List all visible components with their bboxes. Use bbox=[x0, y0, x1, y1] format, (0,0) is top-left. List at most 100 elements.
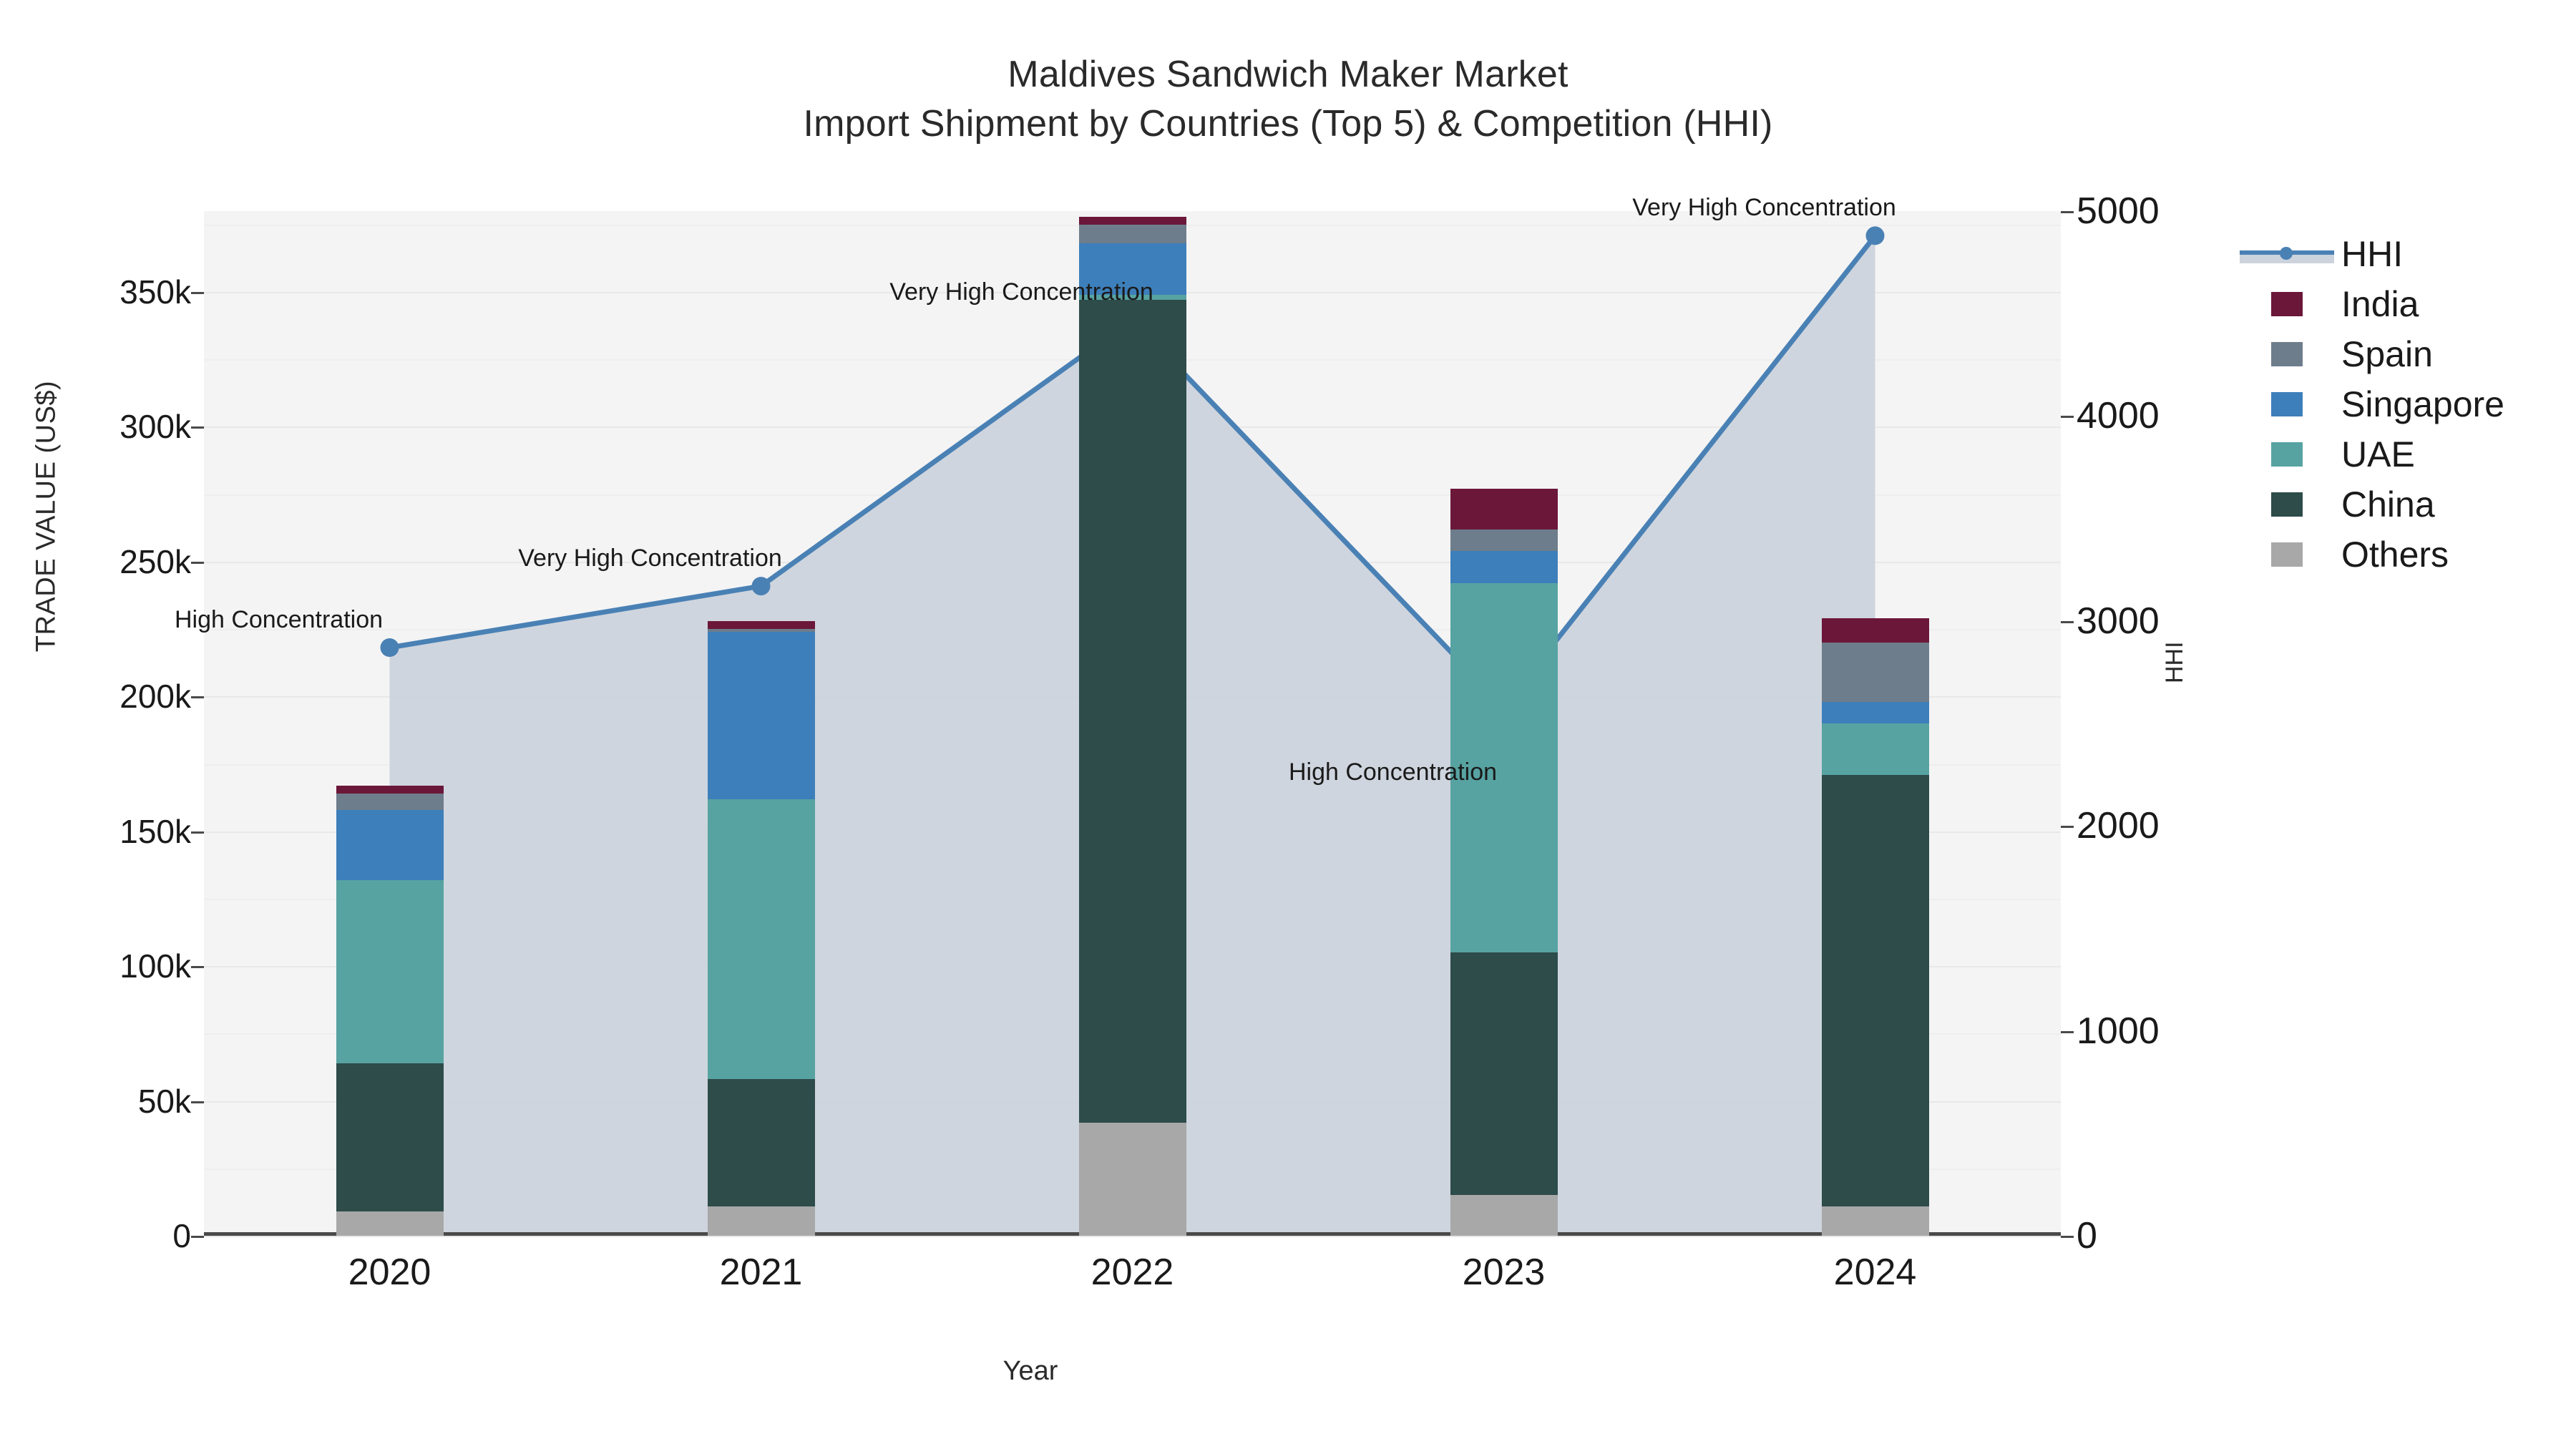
x-tick-2020: 2020 bbox=[348, 1252, 431, 1293]
y-tick-mark-left bbox=[191, 1101, 204, 1103]
legend-label: India bbox=[2341, 284, 2419, 324]
annotation-2020: High Concentration bbox=[174, 606, 384, 634]
annotation-2022: Very High Concentration bbox=[889, 278, 1153, 306]
bar-segment-china[interactable] bbox=[1450, 952, 1558, 1196]
legend-label: UAE bbox=[2341, 434, 2415, 474]
bar-segment-uae[interactable] bbox=[1450, 583, 1558, 953]
y-tick-mark-right bbox=[2061, 620, 2074, 623]
bar-segment-others[interactable] bbox=[707, 1206, 815, 1236]
bar-segment-uae[interactable] bbox=[1821, 723, 1929, 775]
bar-group[interactable] bbox=[336, 211, 444, 1236]
y-tick-mark-right bbox=[2061, 1236, 2074, 1238]
legend-item-singapore[interactable]: Singapore bbox=[2240, 379, 2504, 429]
y-tick-right: 4000 bbox=[2077, 395, 2160, 437]
bar-segment-spain[interactable] bbox=[1450, 529, 1558, 551]
bar-segment-spain[interactable] bbox=[1078, 224, 1186, 244]
x-axis-label: Year bbox=[1002, 1356, 1058, 1386]
bar-segment-singapore[interactable] bbox=[707, 631, 815, 799]
bar-segment-others[interactable] bbox=[1078, 1122, 1186, 1236]
x-tick-2023: 2023 bbox=[1462, 1252, 1546, 1293]
legend-item-hhi[interactable]: HHI bbox=[2240, 229, 2504, 279]
y-tick-mark-left bbox=[191, 292, 204, 295]
bar-group[interactable] bbox=[707, 211, 815, 1236]
y-tick-right: 0 bbox=[2077, 1215, 2097, 1257]
y-tick-right: 5000 bbox=[2077, 190, 2160, 232]
y-tick-left: 200k bbox=[119, 678, 191, 716]
legend-swatch-icon bbox=[2271, 542, 2303, 567]
bar-segment-india[interactable] bbox=[1821, 618, 1929, 643]
bar-segment-others[interactable] bbox=[336, 1211, 444, 1236]
y-tick-left: 300k bbox=[119, 408, 191, 446]
y-tick-mark-left bbox=[191, 696, 204, 699]
y-tick-mark-right bbox=[2061, 211, 2074, 213]
bar-segment-spain[interactable] bbox=[336, 793, 444, 810]
bar-segment-uae[interactable] bbox=[336, 879, 444, 1063]
bar-group[interactable] bbox=[1821, 211, 1929, 1236]
legend-item-others[interactable]: Others bbox=[2240, 530, 2504, 580]
bar-segment-india[interactable] bbox=[336, 785, 444, 794]
bar-segment-singapore[interactable] bbox=[1078, 243, 1186, 295]
y-tick-mark-left bbox=[191, 561, 204, 564]
legend-line-marker-icon bbox=[2240, 242, 2334, 266]
bar-segment-uae[interactable] bbox=[707, 799, 815, 1080]
bar-segment-china[interactable] bbox=[707, 1079, 815, 1206]
legend-item-spain[interactable]: Spain bbox=[2240, 329, 2504, 379]
title-line-1: Maldives Sandwich Maker Market bbox=[1008, 54, 1568, 95]
y-tick-mark-left bbox=[191, 966, 204, 969]
bar-segment-others[interactable] bbox=[1450, 1195, 1558, 1236]
y-tick-left: 0 bbox=[172, 1217, 191, 1254]
bar-group[interactable] bbox=[1078, 211, 1186, 1236]
legend-item-india[interactable]: India bbox=[2240, 279, 2504, 329]
y-tick-left: 100k bbox=[119, 947, 191, 985]
bar-segment-singapore[interactable] bbox=[1821, 701, 1929, 723]
annotation-2023: High Concentration bbox=[1288, 758, 1498, 786]
legend: HHI India Spain Singapore UAE China Others bbox=[2240, 229, 2504, 580]
y-axis-right-label: HHI bbox=[2161, 641, 2188, 683]
chart-title: Maldives Sandwich Maker Market Import Sh… bbox=[0, 50, 2576, 148]
y-tick-left: 250k bbox=[119, 542, 191, 580]
legend-label: China bbox=[2341, 484, 2435, 525]
legend-label: Others bbox=[2341, 535, 2449, 575]
annotation-2024: Very High Concentration bbox=[1632, 194, 1896, 222]
gridline bbox=[204, 1236, 2061, 1237]
y-tick-left: 150k bbox=[119, 812, 191, 850]
bar-group[interactable] bbox=[1450, 211, 1558, 1236]
y-tick-mark-left bbox=[191, 1236, 204, 1238]
x-tick-2022: 2022 bbox=[1091, 1252, 1174, 1293]
annotation-2021: Very High Concentration bbox=[518, 545, 782, 572]
bar-segment-uae[interactable] bbox=[1078, 294, 1186, 301]
bar-segment-singapore[interactable] bbox=[336, 809, 444, 880]
bar-segment-others[interactable] bbox=[1821, 1206, 1929, 1236]
legend-item-china[interactable]: China bbox=[2240, 479, 2504, 530]
y-tick-left: 350k bbox=[119, 273, 191, 311]
legend-label: Spain bbox=[2341, 334, 2433, 374]
bar-segment-india[interactable] bbox=[707, 620, 815, 630]
legend-swatch-icon bbox=[2271, 492, 2303, 517]
bar-segment-china[interactable] bbox=[336, 1063, 444, 1212]
x-tick-2024: 2024 bbox=[1833, 1252, 1917, 1293]
y-tick-mark-right bbox=[2061, 1030, 2074, 1033]
x-tick-2021: 2021 bbox=[719, 1252, 803, 1293]
legend-label: HHI bbox=[2341, 234, 2404, 274]
legend-swatch-icon bbox=[2271, 392, 2303, 416]
legend-label: Singapore bbox=[2341, 384, 2504, 424]
y-tick-mark-right bbox=[2061, 826, 2074, 829]
legend-swatch-icon bbox=[2271, 442, 2303, 467]
bar-segment-spain[interactable] bbox=[1821, 642, 1929, 702]
y-tick-mark-left bbox=[191, 426, 204, 429]
bar-segment-india[interactable] bbox=[1450, 489, 1558, 530]
bar-segment-india[interactable] bbox=[1078, 216, 1186, 225]
legend-item-uae[interactable]: UAE bbox=[2240, 429, 2504, 479]
y-tick-mark-right bbox=[2061, 416, 2074, 419]
y-tick-right: 2000 bbox=[2077, 805, 2160, 847]
bar-segment-china[interactable] bbox=[1078, 300, 1186, 1123]
bar-segment-singapore[interactable] bbox=[1450, 550, 1558, 584]
bar-segment-china[interactable] bbox=[1821, 774, 1929, 1206]
bar-segment-spain[interactable] bbox=[707, 629, 815, 632]
legend-swatch-icon bbox=[2271, 342, 2303, 366]
y-tick-right: 3000 bbox=[2077, 600, 2160, 642]
legend-swatch-icon bbox=[2271, 292, 2303, 316]
title-line-2: Import Shipment by Countries (Top 5) & C… bbox=[803, 102, 1773, 145]
y-tick-left: 50k bbox=[137, 1082, 191, 1120]
